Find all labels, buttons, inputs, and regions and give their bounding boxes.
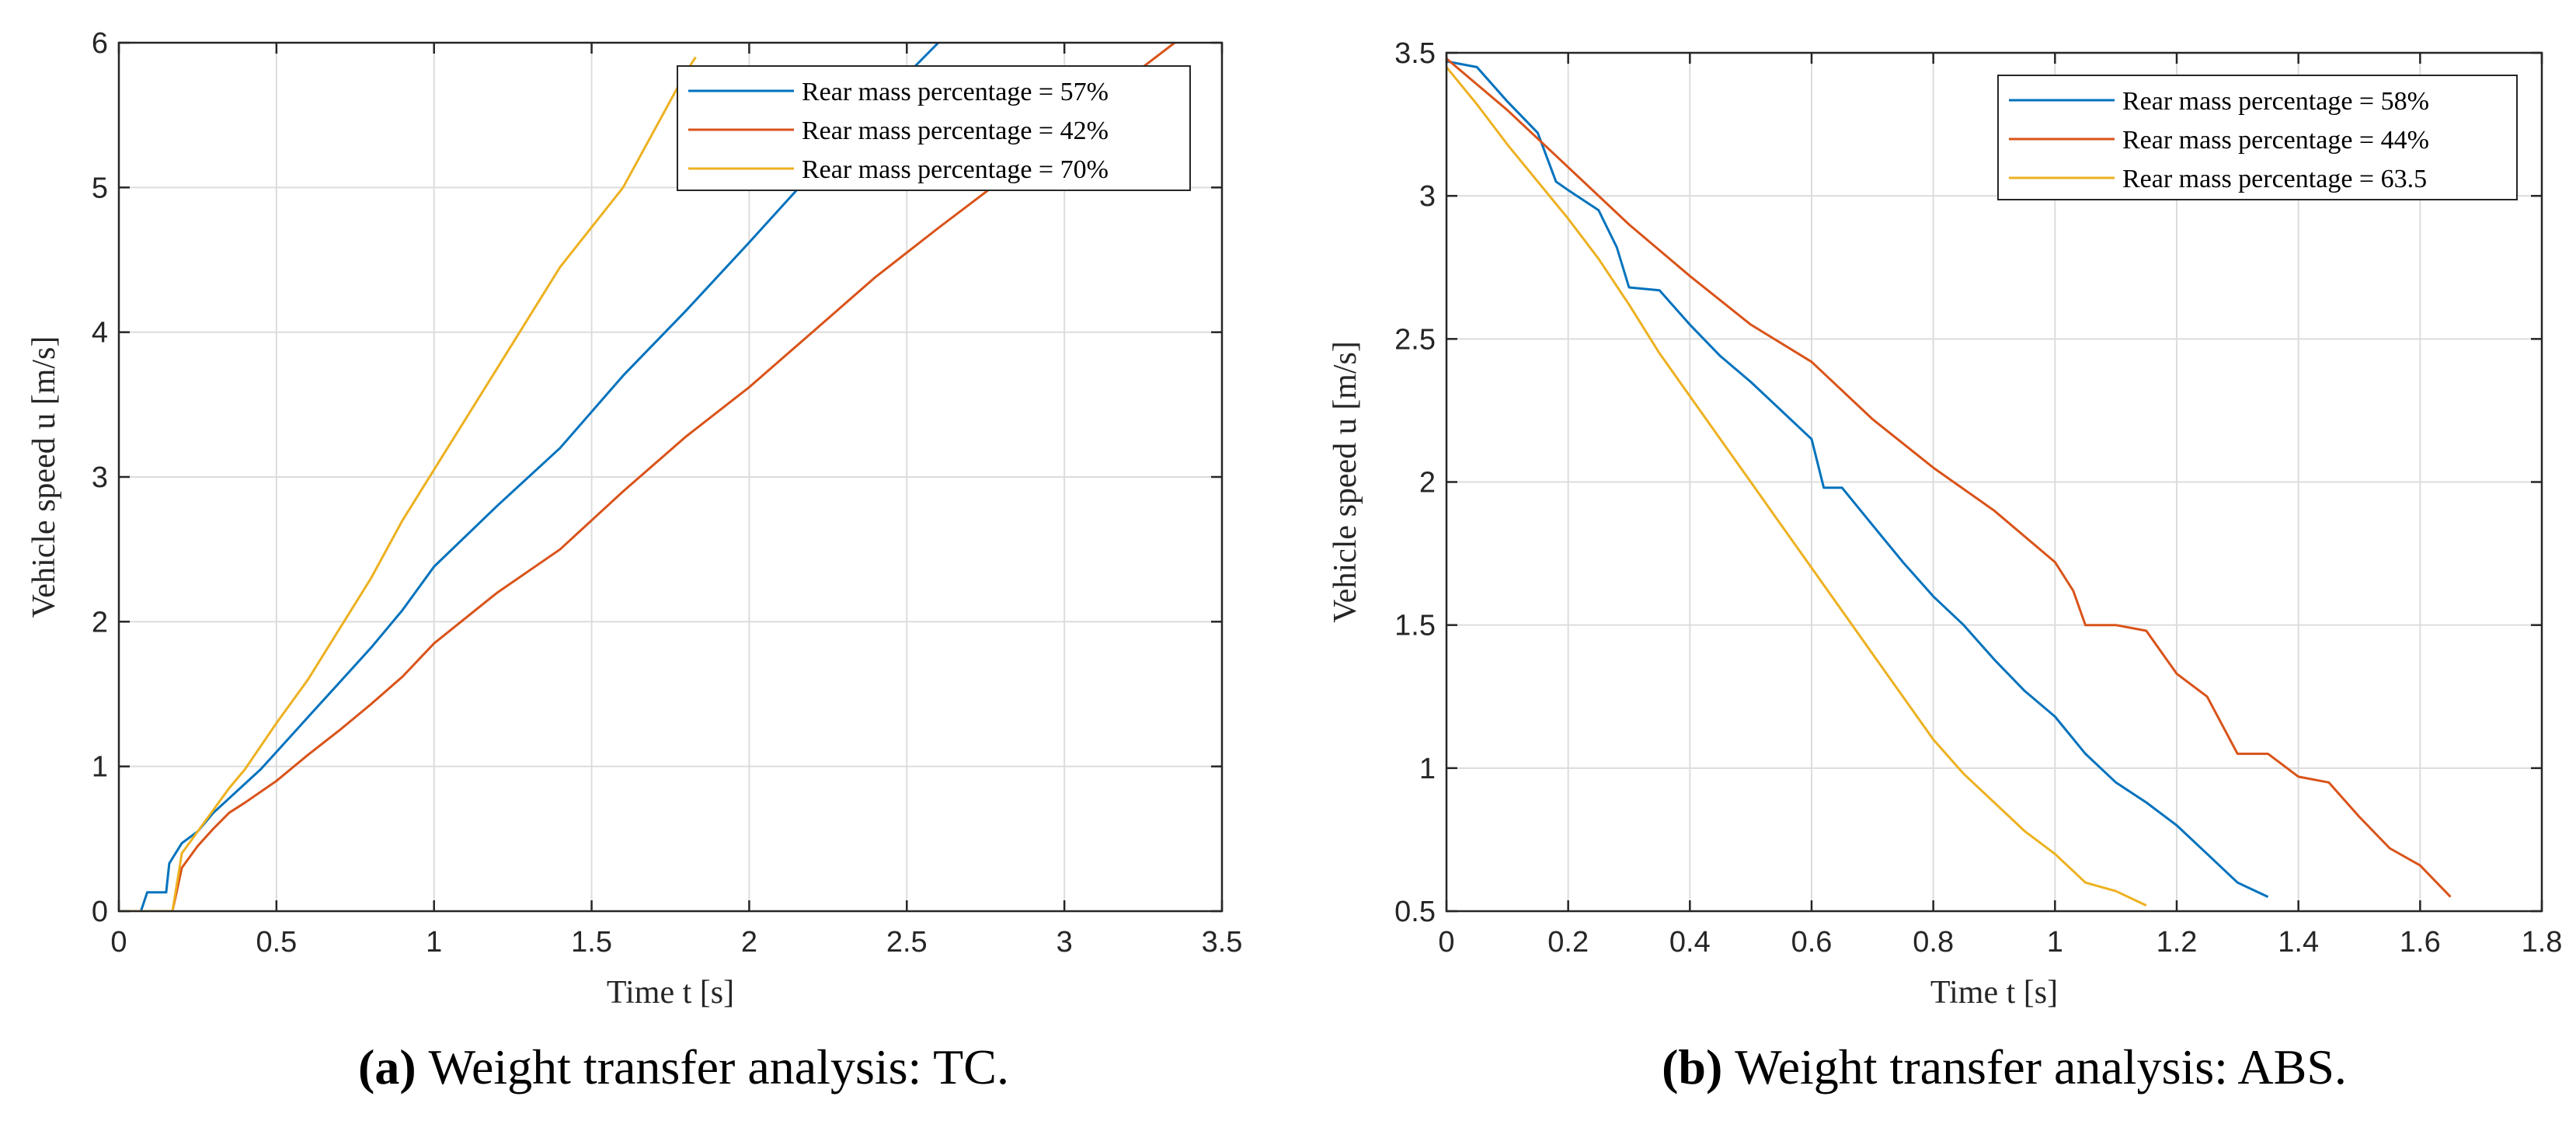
x-tick-label: 1.6 — [2400, 926, 2441, 959]
legend-label-1: Rear mass percentage = 57% — [802, 78, 1109, 106]
x-tick-label: 0.8 — [1913, 926, 1954, 959]
y-tick-label: 1.5 — [1394, 610, 1436, 642]
y-tick-label: 5 — [92, 172, 108, 204]
y-tick-label: 2 — [1419, 467, 1436, 499]
y-tick-label: 3.5 — [1394, 37, 1436, 70]
x-tick-label: 0.4 — [1669, 926, 1711, 959]
x-tick-label: 3.5 — [1202, 926, 1243, 959]
x-tick-label: 1 — [2047, 926, 2063, 959]
caption-letter: (a) — [358, 1039, 429, 1094]
y-tick-label: 1 — [92, 751, 108, 784]
y-tick-label: 3 — [1419, 180, 1436, 213]
series-group — [119, 43, 1176, 911]
y-tick-label: 3 — [92, 461, 108, 494]
chart-panel-b: 0 0.2 0.4 0.6 0.8 1 1.2 1.4 1.6 1.8 0.5 1 1.5 2 2.5 3 3.… — [1328, 37, 2562, 1094]
legend-label-3: Rear mass percentage = 70% — [802, 155, 1109, 184]
caption-text: Weight transfer analysis: ABS. — [1735, 1039, 2347, 1094]
x-tick-label: 2.5 — [886, 926, 928, 959]
figure-caption: (b) Weight transfer analysis: ABS. — [1662, 1039, 2347, 1094]
x-tick-label: 0 — [1438, 926, 1454, 959]
series-line-1 — [1446, 60, 2269, 898]
legend: Rear mass percentage = 58% Rear mass perc… — [1997, 75, 2518, 200]
x-tick-label: 1.5 — [571, 926, 612, 959]
legend-label-2: Rear mass percentage = 42% — [802, 117, 1109, 145]
y-axis-label: Vehicle speed u [m/s] — [26, 336, 62, 618]
x-tick-label: 1 — [426, 926, 442, 959]
series-line-3 — [1446, 66, 2147, 907]
y-tick-label: 0 — [92, 896, 108, 928]
x-tick-label: 0.6 — [1791, 926, 1833, 959]
legend-label-3: Rear mass percentage = 63.5 — [2122, 165, 2427, 193]
x-axis-label: Time t [s] — [1930, 975, 2058, 1011]
x-tick-label: 0 — [110, 926, 127, 959]
y-axis-label: Vehicle speed u [m/s] — [1328, 341, 1363, 623]
series-line-2 — [119, 43, 1176, 911]
x-tick-label: 1.2 — [2157, 926, 2198, 959]
legend-label-1: Rear mass percentage = 58% — [2122, 87, 2429, 116]
y-tick-label: 1 — [1419, 753, 1436, 785]
x-tick-label: 1.4 — [2278, 926, 2319, 959]
series-group — [1446, 57, 2452, 907]
series-line-1 — [119, 43, 939, 911]
chart-panel-a: 0 0.5 1 1.5 2 2.5 3 3.5 0 1 2 3 4 5 6 Time t [s] Vehicle… — [26, 27, 1242, 1094]
x-tick-label: 3 — [1057, 926, 1073, 959]
y-tick-label: 4 — [92, 317, 108, 350]
x-tick-label: 1.8 — [2522, 926, 2563, 959]
series-line-3 — [119, 56, 697, 911]
caption-text: Weight transfer analysis: TC. — [429, 1039, 1009, 1094]
x-tick-label: 0.2 — [1547, 926, 1589, 959]
series-line-2 — [1446, 57, 2452, 898]
figure-caption: (a) Weight transfer analysis: TC. — [358, 1039, 1009, 1094]
caption-letter: (b) — [1662, 1039, 1735, 1094]
y-tick-label: 2.5 — [1394, 323, 1436, 356]
y-tick-label: 2 — [92, 606, 108, 639]
y-tick-label: 6 — [92, 27, 108, 60]
y-tick-label: 0.5 — [1394, 896, 1436, 928]
x-tick-label: 2 — [741, 926, 757, 959]
legend-label-2: Rear mass percentage = 44% — [2122, 126, 2429, 155]
legend: Rear mass percentage = 57% Rear mass perc… — [677, 65, 1191, 191]
x-axis-label: Time t [s] — [607, 975, 734, 1011]
x-tick-label: 0.5 — [256, 926, 297, 959]
